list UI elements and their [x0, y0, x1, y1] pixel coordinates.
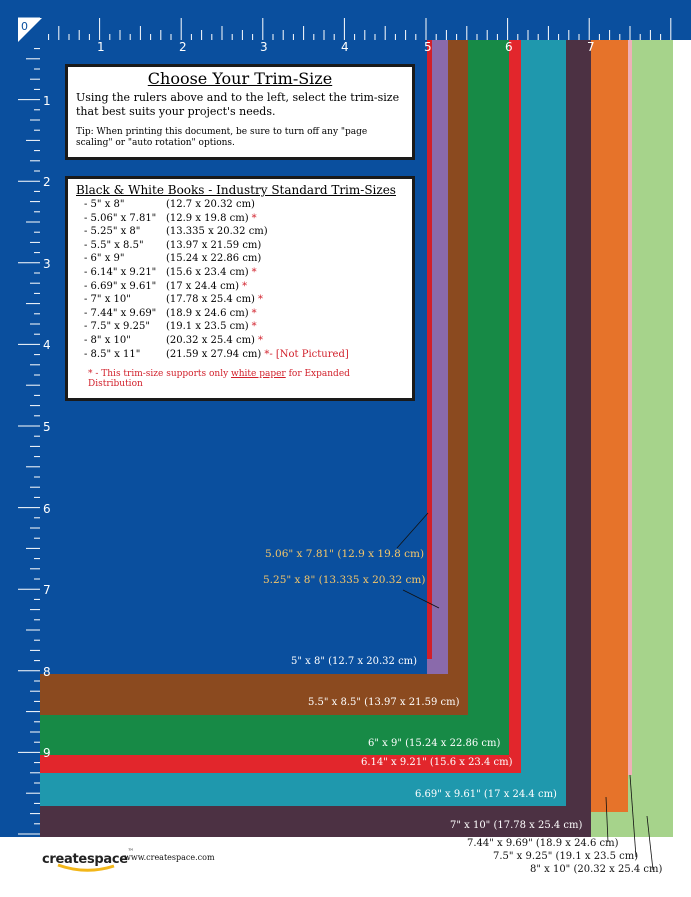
- info-box-instructions: Using the rulers above and to the left, …: [76, 91, 400, 118]
- size-row: - 6" x 9" (15.24 x 22.86 cm): [76, 252, 404, 266]
- size-cm: (17 x 24.4 cm): [166, 280, 240, 292]
- size-cm: (21.59 x 27.94 cm): [166, 348, 262, 360]
- label-5-06x7-81: 5.06" x 7.81" (12.9 x 19.8 cm): [265, 548, 425, 560]
- size-row: - 5.25" x 8" (13.335 x 20.32 cm): [76, 225, 404, 239]
- label-6-69x9-61: 6.69" x 9.61" (17 x 24.4 cm): [415, 789, 557, 800]
- logo-swoosh-icon: [57, 863, 115, 872]
- sizes-footnote: * - This trim-size supports only white p…: [76, 369, 404, 389]
- size-inches: - 6.14" x 9.21": [84, 266, 157, 278]
- brand-name: createspace: [42, 852, 128, 867]
- size-cm: (15.6 x 23.4 cm): [166, 266, 249, 278]
- size-star: *: [251, 307, 257, 319]
- size-cm: (12.7 x 20.32 cm): [166, 199, 255, 210]
- label-5-5x8-5: 5.5" x 8.5" (13.97 x 21.59 cm): [308, 697, 460, 708]
- ruler-left-number-4: 4: [43, 338, 51, 352]
- size-cm: (17.78 x 25.4 cm): [166, 294, 255, 306]
- size-inches: - 5.25" x 8": [84, 226, 141, 238]
- ruler-left-number-9: 9: [43, 746, 51, 760]
- ruler-left-number-7: 7: [43, 583, 51, 597]
- size-inches: - 5.5" x 8.5": [84, 239, 144, 251]
- size-star: *: [257, 334, 263, 346]
- label-8x10: 8" x 10" (20.32 x 25.4 cm): [530, 864, 663, 875]
- footer-url[interactable]: www.createspace.com: [124, 853, 215, 862]
- size-inches: - 5" x 8": [84, 199, 125, 210]
- size-row: - 7.5" x 9.25" (19.1 x 23.5 cm) *: [76, 320, 404, 334]
- size-inches: - 6" x 9": [84, 253, 125, 265]
- ruler-top-number-5: 5: [424, 40, 432, 54]
- footnote-link: white paper: [231, 369, 286, 380]
- createspace-logo: createspace™: [42, 848, 134, 872]
- size-row: - 7" x 10" (17.78 x 25.4 cm) *: [76, 293, 404, 307]
- sizes-box: Black & White Books - Industry Standard …: [65, 176, 415, 401]
- size-row: - 6.14" x 9.21" (15.6 x 23.4 cm) *: [76, 266, 404, 280]
- size-inches: - 8.5" x 11": [84, 348, 141, 360]
- ruler-left-number-2: 2: [43, 175, 51, 189]
- ruler-top: [0, 0, 691, 40]
- brand-tm: ™: [127, 848, 134, 855]
- ruler-top-number-3: 3: [260, 40, 268, 54]
- size-star: *: [242, 280, 248, 292]
- label-6x9: 6" x 9" (15.24 x 22.86 cm): [368, 738, 501, 749]
- size-star: *: [251, 321, 257, 333]
- size-cm: (13.97 x 21.59 cm): [166, 239, 262, 251]
- size-cm: (19.1 x 23.5 cm): [166, 321, 249, 333]
- label-5-25x8: 5.25" x 8" (13.335 x 20.32 cm): [263, 574, 426, 586]
- size-cm: (15.24 x 22.86 cm): [166, 253, 262, 265]
- ruler-top-number-7: 7: [587, 40, 595, 54]
- label-7-44x9-69: 7.44" x 9.69" (18.9 x 24.6 cm): [467, 838, 619, 849]
- size-star: *: [251, 266, 257, 278]
- ruler-left-number-1: 1: [43, 94, 51, 108]
- size-inches: - 7.44" x 9.69": [84, 307, 157, 319]
- size-cm: (12.9 x 19.8 cm): [166, 212, 249, 224]
- size-row: - 8" x 10" (20.32 x 25.4 cm) *: [76, 334, 404, 348]
- ruler-top-number-1: 1: [97, 40, 105, 54]
- size-inches: - 7.5" x 9.25": [84, 321, 150, 333]
- info-box-tip: Tip: When printing this document, be sur…: [76, 127, 368, 148]
- footnote-text-pre: - This trim-size supports only: [92, 369, 232, 380]
- ruler-top-number-2: 2: [179, 40, 187, 54]
- size-row: - 7.44" x 9.69" (18.9 x 24.6 cm) *: [76, 307, 404, 321]
- ruler-left: [0, 0, 40, 837]
- ruler-top-number-4: 4: [341, 40, 349, 54]
- size-star: *: [251, 212, 257, 224]
- size-row: - 5.06" x 7.81" (12.9 x 19.8 cm) *: [76, 212, 404, 226]
- size-inches: - 6.69" x 9.61": [84, 280, 157, 292]
- sizes-box-title: Black & White Books - Industry Standard …: [76, 183, 396, 197]
- label-6-14x9-21: 6.14" x 9.21" (15.6 x 23.4 cm): [361, 757, 513, 768]
- size-inches: - 7" x 10": [84, 294, 131, 306]
- size-row: - 8.5" x 11" (21.59 x 27.94 cm) * - [Not P…: [76, 348, 404, 362]
- ruler-top-number-6: 6: [505, 40, 513, 54]
- ruler-left-ticks: [18, 17, 40, 835]
- label-5x8: 5" x 8" (12.7 x 20.32 cm): [291, 656, 418, 667]
- label-7x10: 7" x 10" (17.78 x 25.4 cm): [450, 820, 583, 831]
- ruler-left-number-8: 8: [43, 665, 51, 679]
- size-star: *: [257, 294, 263, 306]
- ruler-left-number-3: 3: [43, 257, 51, 271]
- info-box: Choose Your Trim-Size Using the rulers a…: [65, 64, 415, 160]
- sizes-table: - 5" x 8" (12.7 x 20.32 cm) - 5.06" x 7.81…: [76, 198, 404, 361]
- size-row: - 5" x 8" (12.7 x 20.32 cm): [76, 198, 404, 212]
- ruler-left-number-5: 5: [43, 420, 51, 434]
- size-inches: - 5.06" x 7.81": [84, 212, 157, 224]
- label-7-5x9-25: 7.5" x 9.25" (19.1 x 23.5 cm): [493, 851, 639, 862]
- size-inches: - 8" x 10": [84, 334, 131, 346]
- footnote-text-post: for Expanded Distribution: [88, 369, 350, 390]
- size-cm: (20.32 x 25.4 cm): [166, 334, 255, 346]
- ruler-origin-label: 0: [21, 20, 28, 33]
- size-cm: (18.9 x 24.6 cm): [166, 307, 249, 319]
- size-row: - 5.5" x 8.5" (13.97 x 21.59 cm): [76, 239, 404, 253]
- info-box-title: Choose Your Trim-Size: [147, 69, 333, 88]
- size-row: - 6.69" x 9.61" (17 x 24.4 cm) *: [76, 280, 404, 294]
- size-star: *: [264, 348, 270, 360]
- ruler-corner-triangle: [18, 18, 42, 42]
- footnote-star: *: [88, 369, 93, 380]
- size-extra: - [Not Pictured]: [269, 348, 349, 360]
- size-cm: (13.335 x 20.32 cm): [166, 226, 268, 238]
- ruler-left-number-6: 6: [43, 502, 51, 516]
